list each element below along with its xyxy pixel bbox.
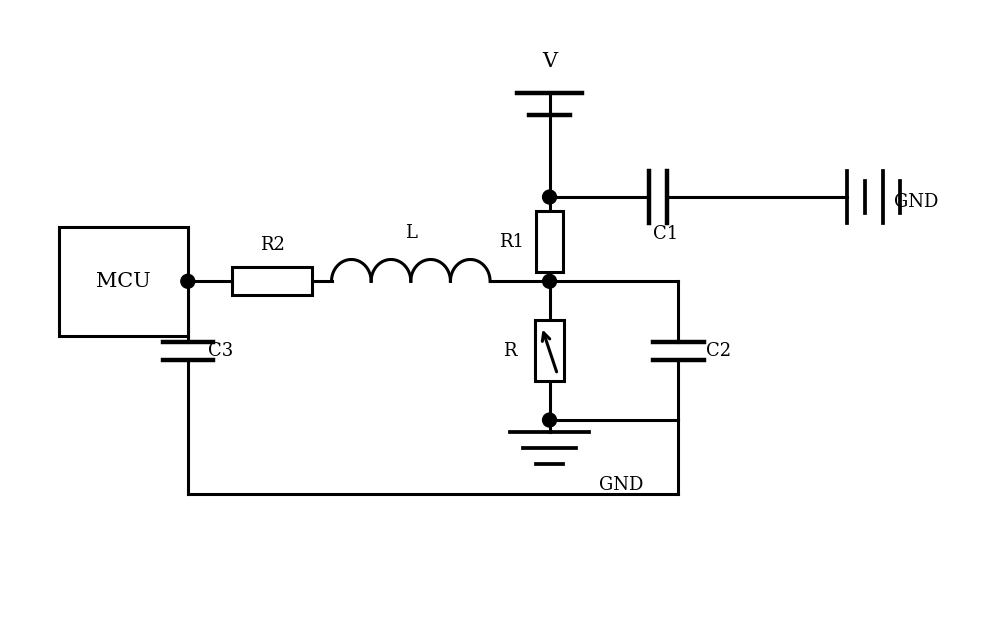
Circle shape xyxy=(543,190,556,204)
FancyBboxPatch shape xyxy=(232,267,312,295)
Circle shape xyxy=(181,274,195,288)
FancyBboxPatch shape xyxy=(536,211,563,272)
Circle shape xyxy=(543,274,556,288)
Text: GND: GND xyxy=(894,193,939,211)
Text: C1: C1 xyxy=(653,225,678,243)
FancyBboxPatch shape xyxy=(535,320,564,381)
FancyBboxPatch shape xyxy=(59,227,188,336)
Text: R1: R1 xyxy=(499,233,524,250)
Circle shape xyxy=(543,413,556,427)
Text: C2: C2 xyxy=(706,342,731,360)
Text: GND: GND xyxy=(599,476,643,493)
Text: R: R xyxy=(503,342,517,360)
Text: MCU: MCU xyxy=(96,272,151,291)
Text: V: V xyxy=(542,52,557,71)
Text: L: L xyxy=(405,223,417,242)
Text: R2: R2 xyxy=(260,235,284,254)
Text: C3: C3 xyxy=(208,342,233,360)
